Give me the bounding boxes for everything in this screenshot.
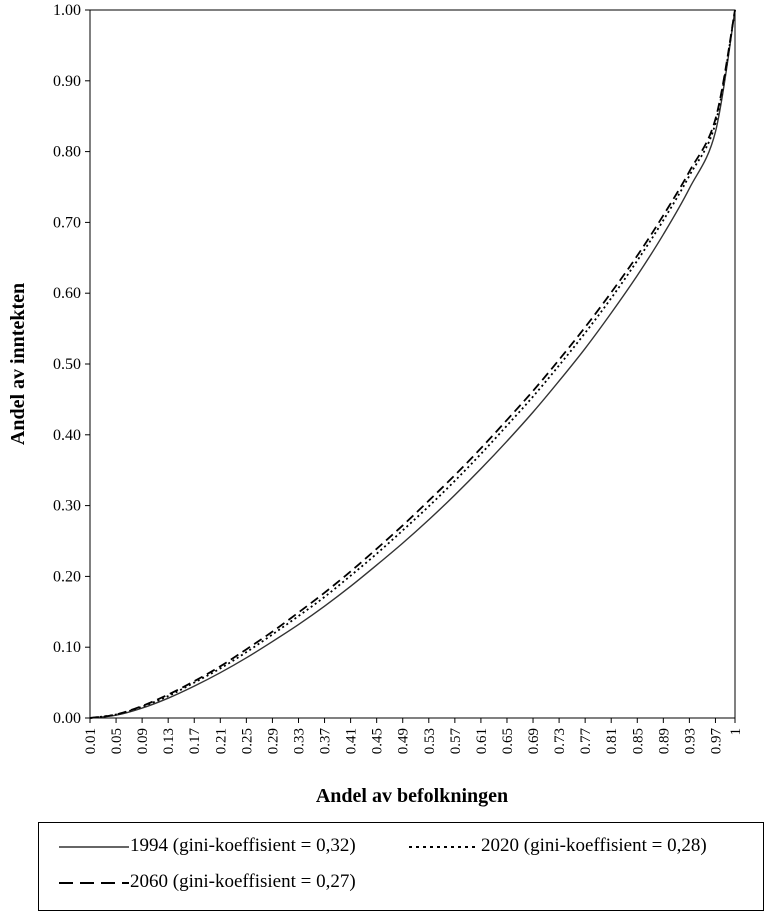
x-tick-label: 0.69 <box>526 728 542 754</box>
y-tick-label: 0.90 <box>53 73 81 90</box>
x-tick-label: 0.05 <box>109 728 125 754</box>
x-tick-label: 0.65 <box>500 728 516 754</box>
legend: 1994 (gini-koeffisient = 0,32) 2020 (gin… <box>38 822 764 911</box>
x-tick-label: 0.17 <box>187 728 203 755</box>
y-tick-label: 0.30 <box>53 498 81 515</box>
x-tick-label: 0.61 <box>474 728 490 754</box>
series-line-0 <box>89 9 736 719</box>
x-tick-label: 0.37 <box>318 728 334 755</box>
y-tick-label: 0.10 <box>53 639 81 656</box>
x-axis-title: Andel av befolkningen <box>316 785 508 807</box>
legend-label-2020: 2020 (gini-koeffisient = 0,28) <box>481 835 707 856</box>
y-tick-label: 1.00 <box>53 2 81 19</box>
legend-swatch-2060 <box>59 882 129 884</box>
x-tick-label: 0.81 <box>604 728 620 754</box>
x-tick-label: 0.73 <box>552 728 568 754</box>
x-tick-label: 0.33 <box>291 728 307 754</box>
y-tick-label: 0.40 <box>53 427 81 444</box>
legend-label-1994: 1994 (gini-koeffisient = 0,32) <box>130 835 356 856</box>
legend-swatch-1994 <box>59 846 129 848</box>
y-tick-label: 0.20 <box>53 568 81 585</box>
x-tick-label: 0.85 <box>630 728 646 754</box>
x-tick-label: 0.57 <box>448 728 464 755</box>
lorenz-curve-chart: 0.00 0.10 0.20 0.30 0.40 0.50 0.60 0.70 0.80 0.90… <box>7 2 744 807</box>
x-tick-label: 0.97 <box>708 728 724 755</box>
y-axis-title: Andel av inntekten <box>7 283 29 445</box>
x-tick-label: 1 <box>728 728 744 736</box>
y-tick-label: 0.00 <box>53 710 81 727</box>
x-tick-label: 0.13 <box>161 728 177 754</box>
y-tick-label: 0.80 <box>53 144 81 161</box>
x-tick-label: 0.41 <box>344 728 360 754</box>
plot-area <box>89 9 736 719</box>
x-tick-label: 0.49 <box>396 728 412 754</box>
y-tick-label: 0.60 <box>53 285 81 302</box>
series-line-1 <box>89 9 736 719</box>
x-tick-label: 0.45 <box>370 728 386 754</box>
x-tick-label: 0.93 <box>682 728 698 754</box>
x-tick-label: 0.25 <box>239 728 255 754</box>
legend-label-2060: 2060 (gini-koeffisient = 0,27) <box>130 871 356 892</box>
x-tick-label: 0.01 <box>83 728 99 754</box>
legend-swatch-2020 <box>409 846 479 848</box>
series-line-2 <box>89 9 736 719</box>
x-tick-label: 0.77 <box>578 728 594 755</box>
y-tick-label: 0.50 <box>53 356 81 373</box>
x-tick-label: 0.89 <box>656 728 672 754</box>
x-tick-label: 0.53 <box>422 728 438 754</box>
x-tick-label: 0.29 <box>265 728 281 754</box>
x-tick-label: 0.09 <box>135 728 151 754</box>
x-tick-label: 0.21 <box>213 728 229 754</box>
y-tick-label: 0.70 <box>53 214 81 231</box>
